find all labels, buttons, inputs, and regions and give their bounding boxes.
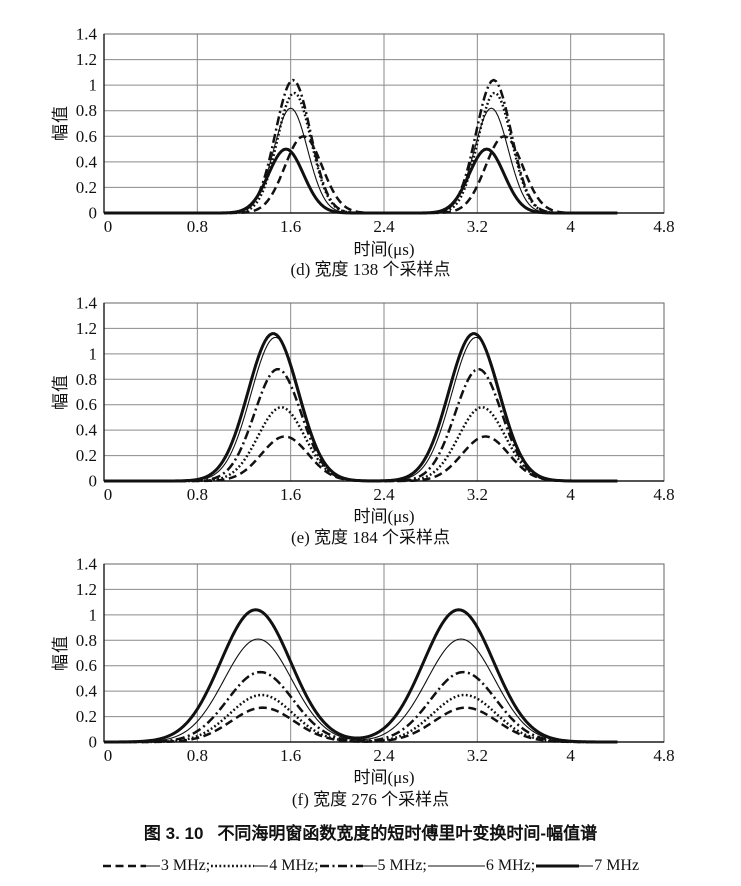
legend-item-6mhz: 6 MHz; xyxy=(427,857,535,875)
x-tick-label-d: 2.4 xyxy=(373,217,395,236)
legend-label: 6 MHz; xyxy=(485,857,536,874)
x-tick-label-d: 0 xyxy=(104,217,113,236)
legend-label: 3 MHz; xyxy=(160,857,211,874)
y-axis-label-e: 幅值 xyxy=(51,374,70,410)
figure-caption: 图 3. 10 不同海明窗函数宽度的短时傅里叶变换时间-幅值谱 xyxy=(0,819,741,844)
legend-label: 7 MHz xyxy=(594,857,640,874)
x-tick-label-f: 0.8 xyxy=(187,746,208,765)
y-tick-label-e: 1.2 xyxy=(76,319,97,338)
x-tick-label-f: 2.4 xyxy=(373,746,395,765)
curve-7mhz-d xyxy=(104,147,618,215)
curve-6mhz-d xyxy=(104,107,618,214)
legend: 3 MHz; 4 MHz; 5 MHz; 6 MHz; 7 MHz xyxy=(0,857,741,875)
y-tick-label-d: 1.2 xyxy=(76,50,97,69)
x-tick-label-f: 4.8 xyxy=(653,746,674,765)
x-tick-label-d: 3.2 xyxy=(467,217,488,236)
curve-4mhz-e xyxy=(104,406,618,483)
curve-3mhz-e xyxy=(104,435,618,483)
y-tick-label-f: 0.2 xyxy=(76,707,97,726)
x-tick-label-e: 4.8 xyxy=(653,485,674,504)
curve-5mhz-d xyxy=(104,78,618,215)
y-tick-label-f: 0.8 xyxy=(76,631,97,650)
legend-label: 4 MHz; xyxy=(269,857,319,874)
x-tick-label-e: 0.8 xyxy=(187,485,208,504)
y-tick-label-d: 0 xyxy=(89,204,98,223)
y-tick-label-f: 0 xyxy=(89,733,98,752)
legend-line-sample xyxy=(211,864,269,868)
y-tick-label-d: 1.4 xyxy=(76,25,98,44)
y-tick-label-e: 0.8 xyxy=(76,370,97,389)
x-tick-label-f: 0 xyxy=(104,746,113,765)
y-tick-label-e: 0.6 xyxy=(76,395,97,414)
curve-7mhz-f xyxy=(104,608,618,744)
panel-caption-f: (f) 宽度 276 个采样点 xyxy=(291,790,450,809)
figure-title: 不同海明窗函数宽度的短时傅里叶变换时间-幅值谱 xyxy=(217,824,598,843)
x-axis-label-e: 时间(μs) xyxy=(353,507,415,526)
x-tick-label-e: 3.2 xyxy=(467,485,488,504)
legend-line-sample xyxy=(319,864,377,868)
curve-7mhz-e xyxy=(104,332,618,483)
curve-4mhz-f xyxy=(104,693,618,744)
y-tick-label-d: 0.6 xyxy=(76,127,97,146)
y-tick-label-e: 0 xyxy=(89,472,98,491)
legend-line-sample xyxy=(536,864,594,868)
x-axis-label-f: 时间(μs) xyxy=(353,768,415,787)
y-axis-label-d: 幅值 xyxy=(51,105,70,141)
x-tick-label-d: 4 xyxy=(566,217,575,236)
y-tick-label-d: 1 xyxy=(89,76,98,95)
legend-line-sample xyxy=(102,864,160,868)
curve-3mhz-d xyxy=(104,135,618,215)
legend-item-5mhz: 5 MHz; xyxy=(319,857,427,875)
x-tick-label-f: 3.2 xyxy=(467,746,488,765)
y-tick-label-f: 1 xyxy=(89,605,98,624)
legend-item-3mhz: 3 MHz; xyxy=(102,857,210,875)
y-axis-label-f: 幅值 xyxy=(51,635,70,671)
x-tick-label-e: 4 xyxy=(566,485,575,504)
y-tick-label-e: 1.4 xyxy=(76,294,98,313)
y-tick-label-e: 0.2 xyxy=(76,446,97,465)
curve-5mhz-e xyxy=(104,368,618,483)
x-tick-label-d: 4.8 xyxy=(653,217,674,236)
curve-6mhz-e xyxy=(104,336,618,482)
x-tick-label-e: 2.4 xyxy=(373,485,395,504)
x-tick-label-d: 0.8 xyxy=(187,217,208,236)
x-tick-label-e: 1.6 xyxy=(280,485,301,504)
figure-number: 图 3. 10 xyxy=(143,824,204,843)
y-tick-label-d: 0.4 xyxy=(76,152,98,171)
y-tick-label-f: 1.2 xyxy=(76,580,97,599)
x-axis-label-d: 时间(μs) xyxy=(353,240,415,259)
y-tick-label-f: 0.4 xyxy=(76,682,98,701)
panel-caption-d: (d) 宽度 138 个采样点 xyxy=(290,260,451,279)
x-tick-label-f: 4 xyxy=(566,746,575,765)
curve-6mhz-f xyxy=(104,638,618,743)
legend-label: 5 MHz; xyxy=(377,857,427,874)
y-tick-label-f: 1.4 xyxy=(76,555,98,574)
y-tick-label-d: 0.2 xyxy=(76,178,97,197)
y-tick-label-e: 1 xyxy=(89,344,98,363)
y-tick-label-f: 0.6 xyxy=(76,656,97,675)
y-tick-label-d: 0.8 xyxy=(76,101,97,120)
y-tick-label-e: 0.4 xyxy=(76,421,98,440)
legend-item-4mhz: 4 MHz; xyxy=(210,857,319,875)
curve-5mhz-f xyxy=(104,670,618,744)
legend-item-7mhz: 7 MHz xyxy=(535,857,639,875)
panel-caption-e: (e) 宽度 184 个采样点 xyxy=(290,528,451,547)
x-tick-label-f: 1.6 xyxy=(280,746,301,765)
x-tick-label-e: 0 xyxy=(104,485,113,504)
x-tick-label-d: 1.6 xyxy=(280,217,301,236)
legend-line-sample xyxy=(427,865,485,867)
